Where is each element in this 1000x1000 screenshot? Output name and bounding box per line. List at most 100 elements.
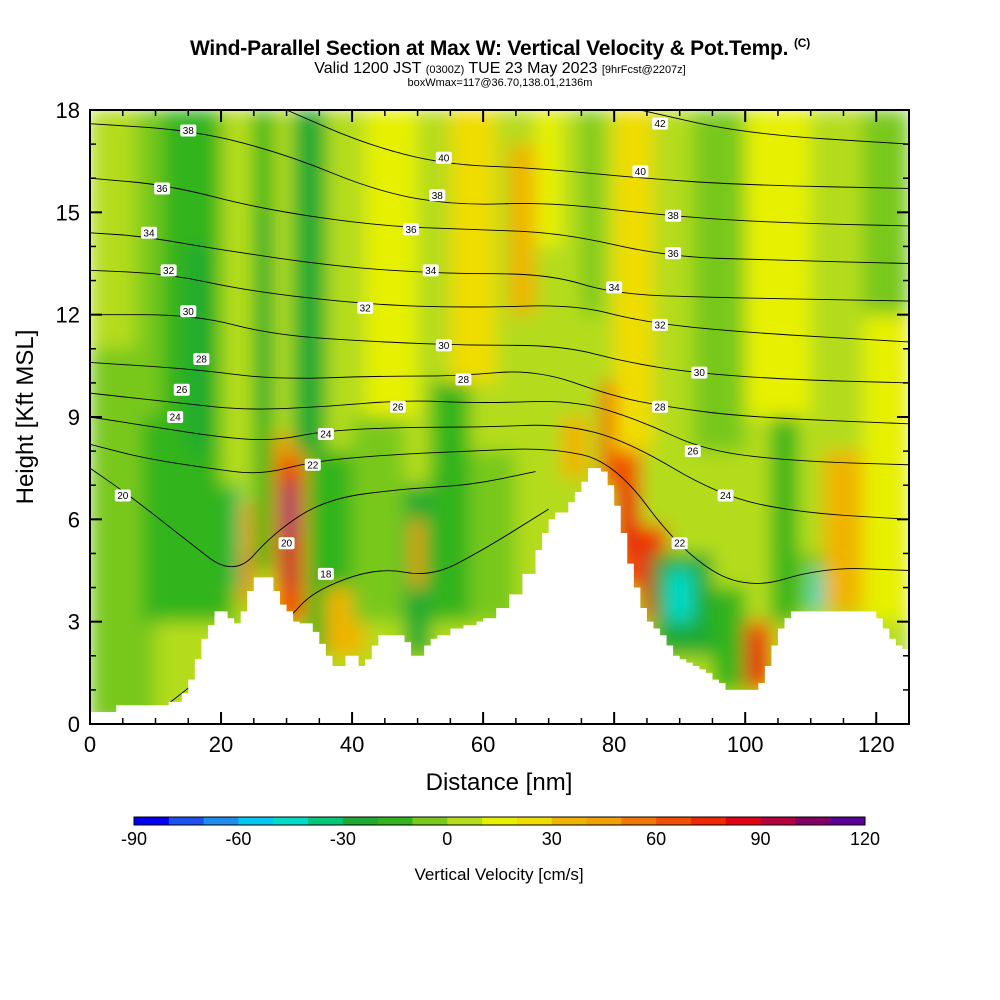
x-tick-label: 40 <box>340 732 364 757</box>
velocity-cell <box>601 382 615 486</box>
velocity-cell <box>188 246 208 452</box>
contour-label-text: 18 <box>320 569 332 580</box>
colorbar-label: -30 <box>330 829 356 849</box>
contour-label: 32 <box>357 301 374 314</box>
velocity-cell <box>666 570 693 622</box>
terrain <box>90 468 909 724</box>
velocity-cell <box>470 451 516 622</box>
velocity-cell <box>692 110 746 452</box>
contour-label-text: 40 <box>635 167 647 178</box>
colorbar-swatch <box>203 817 239 825</box>
colorbar-swatch <box>690 817 727 825</box>
contour-label-text: 36 <box>157 184 169 195</box>
x-tick-label: 80 <box>602 732 626 757</box>
colorbar-label: 30 <box>542 829 562 849</box>
contour-label: 18 <box>317 567 334 580</box>
colorbar-swatch <box>725 817 762 825</box>
contour-label-text: 32 <box>163 266 175 277</box>
colorbar-label: 90 <box>751 829 771 849</box>
velocity-cell <box>771 417 798 622</box>
velocity-cell <box>751 638 765 684</box>
contour-label-text: 40 <box>438 153 450 164</box>
theta-contour-40 <box>286 110 909 189</box>
colorbar-swatch <box>795 817 831 825</box>
velocity-cell <box>450 110 497 383</box>
contour-label: 40 <box>435 151 452 164</box>
y-axis-title: Height [Kft MSL] <box>12 330 39 505</box>
contour-label-text: 20 <box>281 539 293 550</box>
contour-label-text: 38 <box>668 211 680 222</box>
colorbar-swatch <box>482 817 518 825</box>
contour-label: 24 <box>717 489 734 502</box>
x-tick-label: 20 <box>209 732 233 757</box>
colorbar-swatch <box>760 817 796 825</box>
x-tick-label: 120 <box>858 732 895 757</box>
contour-label: 30 <box>691 366 708 379</box>
velocity-cell <box>561 417 588 479</box>
velocity-cell <box>286 485 294 537</box>
contour-label-text: 38 <box>432 191 444 202</box>
contour-label-text: 22 <box>674 539 686 550</box>
velocity-cell <box>430 382 471 622</box>
x-tick-label: 100 <box>727 732 764 757</box>
contour-label: 28 <box>193 353 210 366</box>
contour-label: 38 <box>180 124 197 137</box>
terrain-mask <box>90 468 909 724</box>
colorbar-swatch <box>447 817 483 825</box>
contour-label-text: 26 <box>176 385 188 396</box>
velocity-cell <box>863 314 909 622</box>
contour-label: 30 <box>180 305 197 318</box>
x-tick-label: 60 <box>471 732 495 757</box>
y-tick-label: 12 <box>56 303 80 328</box>
velocity-cell <box>299 178 320 315</box>
contour-label-text: 22 <box>307 460 319 471</box>
colorbar-swatch <box>168 817 205 825</box>
theta-contour-42 <box>640 110 909 145</box>
contour-label: 32 <box>160 264 177 277</box>
contour-label: 30 <box>435 339 452 352</box>
colorbar-swatch <box>412 817 448 825</box>
velocity-cell <box>509 144 536 315</box>
y-tick-label: 9 <box>68 405 80 430</box>
copyright-mark: (C) <box>793 36 811 50</box>
theta-contour-24 <box>90 416 909 520</box>
contour-label: 40 <box>632 165 649 178</box>
colorbar-label: 120 <box>850 829 880 849</box>
contour-label-text: 24 <box>320 430 332 441</box>
velocity-cell <box>221 485 235 622</box>
colorbar-swatch <box>134 817 170 825</box>
colorbar-label: 60 <box>646 829 666 849</box>
contour-label-text: 42 <box>654 119 666 130</box>
contour-label-text: 34 <box>425 266 437 277</box>
contour-label-text: 24 <box>720 491 732 502</box>
velocity-cell <box>243 553 251 605</box>
contour-label-text: 28 <box>196 355 208 366</box>
y-tick-label: 18 <box>56 98 80 123</box>
velocity-cell <box>135 110 163 417</box>
contour-label: 24 <box>167 411 184 424</box>
x-tick-label: 0 <box>84 732 96 757</box>
contour-label-text: 38 <box>183 126 195 137</box>
contour-label: 20 <box>278 537 295 550</box>
colorbar-swatch <box>308 817 344 825</box>
contour-label: 42 <box>652 117 669 130</box>
velocity-cell <box>745 110 811 417</box>
colorbar-swatch <box>273 817 309 825</box>
contour-label-text: 30 <box>694 368 706 379</box>
contour-label-text: 30 <box>183 307 195 318</box>
velocity-cell <box>352 417 405 622</box>
contour-label-text: 32 <box>360 303 372 314</box>
contour-label: 26 <box>173 383 190 396</box>
velocity-cell <box>234 485 241 588</box>
velocity-cell <box>365 110 418 417</box>
contour-label: 22 <box>304 458 321 471</box>
velocity-cell <box>535 110 562 247</box>
velocity-cell <box>581 110 602 315</box>
colorbar-swatch <box>586 817 622 825</box>
velocity-cell <box>260 212 274 417</box>
contour-label: 38 <box>665 209 682 222</box>
theta-contour-36 <box>90 177 909 264</box>
velocity-cell <box>810 570 824 612</box>
contour-label-text: 30 <box>438 341 450 352</box>
contour-label-text: 34 <box>609 283 621 294</box>
